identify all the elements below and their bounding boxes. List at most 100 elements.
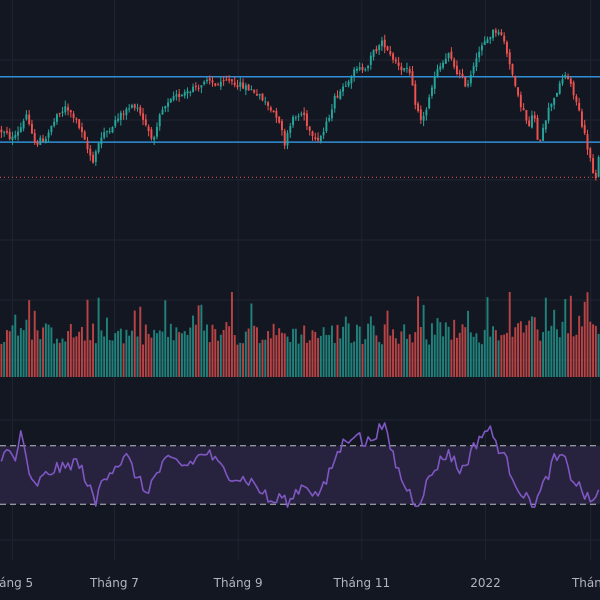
volume-bar[interactable] (211, 324, 214, 377)
volume-bar[interactable] (528, 320, 531, 377)
volume-bar[interactable] (422, 304, 425, 377)
candle-body[interactable] (461, 73, 464, 77)
volume-bar[interactable] (594, 325, 597, 377)
candle-body[interactable] (272, 110, 275, 113)
candle-body[interactable] (5, 131, 8, 133)
volume-bar[interactable] (261, 339, 264, 377)
volume-bar[interactable] (364, 339, 367, 377)
candle-body[interactable] (578, 102, 581, 111)
candle-body[interactable] (144, 119, 147, 126)
candle-body[interactable] (336, 95, 339, 98)
candle-body[interactable] (328, 118, 331, 121)
candle-body[interactable] (111, 126, 114, 133)
volume-bar[interactable] (117, 331, 120, 377)
candle-body[interactable] (555, 93, 558, 97)
candle-body[interactable] (355, 68, 358, 71)
volume-bar[interactable] (508, 292, 511, 377)
volume-bar[interactable] (22, 330, 25, 377)
volume-bar[interactable] (367, 323, 370, 377)
candle-body[interactable] (47, 132, 50, 138)
volume-bar[interactable] (100, 330, 103, 377)
volume-bar[interactable] (353, 341, 356, 377)
candle-body[interactable] (153, 137, 156, 140)
volume-bar[interactable] (533, 317, 536, 377)
volume-bar[interactable] (347, 323, 350, 377)
volume-bar[interactable] (564, 299, 567, 377)
volume-bar[interactable] (186, 334, 189, 377)
volume-bar[interactable] (275, 335, 278, 377)
volume-bar[interactable] (14, 314, 17, 377)
candle-body[interactable] (347, 81, 350, 86)
volume-bar[interactable] (458, 332, 461, 377)
volume-bar[interactable] (219, 334, 222, 377)
volume-bar[interactable] (178, 332, 181, 377)
volume-bar[interactable] (547, 330, 550, 377)
volume-bar[interactable] (203, 330, 206, 377)
volume-bar[interactable] (244, 331, 247, 377)
candle-body[interactable] (261, 93, 264, 101)
candle-body[interactable] (436, 68, 439, 78)
candle-body[interactable] (580, 111, 583, 127)
candle-body[interactable] (319, 136, 322, 142)
volume-bar[interactable] (355, 324, 358, 377)
candle-body[interactable] (575, 96, 578, 102)
candle-body[interactable] (450, 51, 453, 59)
volume-bar[interactable] (119, 328, 122, 377)
candle-body[interactable] (414, 84, 417, 105)
volume-bar[interactable] (522, 332, 525, 377)
volume-bar[interactable] (539, 340, 542, 377)
candle-body[interactable] (533, 115, 536, 119)
volume-bar[interactable] (58, 342, 61, 377)
candle-body[interactable] (86, 140, 89, 150)
volume-bar[interactable] (217, 340, 220, 377)
volume-bar[interactable] (142, 344, 145, 377)
volume-bar[interactable] (72, 337, 75, 377)
rsi-line[interactable] (0, 422, 600, 508)
volume-bar[interactable] (289, 341, 292, 377)
candle-body[interactable] (72, 113, 75, 119)
candle-body[interactable] (333, 95, 336, 109)
volume-bar[interactable] (36, 330, 39, 377)
candle-body[interactable] (500, 32, 503, 35)
candle-body[interactable] (8, 131, 11, 140)
candle-body[interactable] (225, 79, 228, 81)
volume-bar[interactable] (17, 335, 20, 377)
candle-body[interactable] (283, 130, 286, 146)
volume-bar[interactable] (97, 297, 100, 377)
candle-body[interactable] (105, 131, 108, 133)
candle-body[interactable] (255, 93, 258, 96)
volume-bar[interactable] (494, 330, 497, 377)
volume-bar[interactable] (575, 334, 578, 377)
volume-bar[interactable] (200, 304, 203, 377)
volume-bar[interactable] (444, 322, 447, 377)
volume-bar[interactable] (89, 340, 92, 377)
volume-bar[interactable] (505, 332, 508, 377)
candle-body[interactable] (197, 87, 200, 89)
volume-bar[interactable] (75, 336, 78, 377)
volume-bar[interactable] (175, 327, 178, 377)
candle-body[interactable] (28, 114, 31, 124)
candle-body[interactable] (542, 127, 545, 141)
candle-body[interactable] (25, 114, 28, 120)
volume-bar[interactable] (555, 329, 558, 377)
candle-body[interactable] (42, 138, 45, 142)
candle-body[interactable] (161, 109, 164, 115)
volume-bar[interactable] (194, 324, 197, 377)
candle-body[interactable] (130, 105, 133, 108)
candle-body[interactable] (339, 91, 342, 100)
volume-bar[interactable] (403, 324, 406, 377)
candle-body[interactable] (247, 84, 250, 91)
volume-bar[interactable] (572, 336, 575, 377)
candle-body[interactable] (330, 109, 333, 119)
volume-bar[interactable] (255, 327, 258, 377)
candle-body[interactable] (453, 59, 456, 67)
volume-bar[interactable] (86, 299, 89, 377)
volume-bar[interactable] (483, 329, 486, 377)
candle-body[interactable] (194, 85, 197, 88)
candle-body[interactable] (175, 94, 178, 97)
volume-bar[interactable] (167, 336, 170, 377)
volume-bar[interactable] (158, 330, 161, 377)
volume-bar[interactable] (336, 324, 339, 377)
candle-body[interactable] (344, 85, 347, 87)
candle-body[interactable] (89, 148, 92, 156)
